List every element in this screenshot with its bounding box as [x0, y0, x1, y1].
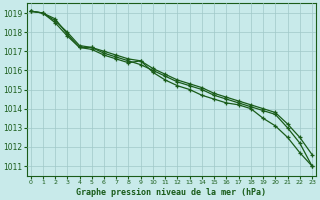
X-axis label: Graphe pression niveau de la mer (hPa): Graphe pression niveau de la mer (hPa) — [76, 188, 266, 197]
